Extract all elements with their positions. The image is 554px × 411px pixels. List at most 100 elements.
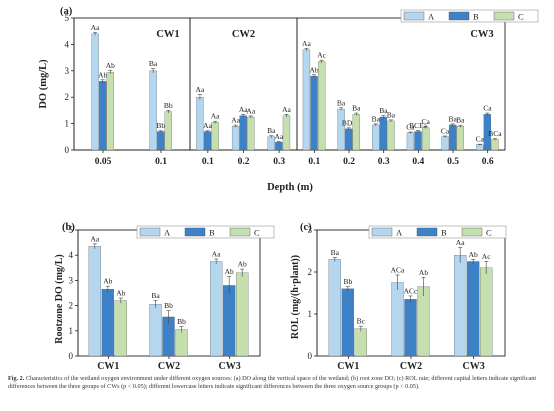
bar-a-CW3-C: [456, 126, 464, 151]
x-tick-label: 0.5: [447, 157, 459, 167]
bar-a-CW3-A: [406, 132, 415, 151]
bar-a-CW1-B: [157, 131, 165, 151]
group-title-CW3: CW3: [470, 29, 493, 40]
data-label-b-CW1-C: Ab: [116, 289, 125, 298]
y-tick-label: 1: [69, 326, 74, 336]
bar-a-CW3-C: [491, 139, 499, 151]
data-label-b-CW3-C: Ab: [238, 260, 247, 269]
data-label-a-CW2-B: Aa: [274, 132, 283, 141]
bar-a-CW3-C: [421, 127, 430, 151]
data-label-b-CW3-A: Aa: [212, 249, 221, 258]
x-tick-label: 0.1: [308, 157, 320, 167]
data-label-c-CW2-B: ACc: [404, 286, 418, 295]
data-label-c-CW3-C: Ac: [482, 252, 491, 261]
data-label-c-CW2-C: Ab: [419, 268, 428, 277]
group-title-CW2: CW2: [232, 29, 255, 40]
data-label-a-CW3-C: Ba: [352, 104, 361, 113]
bar-a-CW3-A: [441, 136, 449, 151]
bar-c-CW1-B: [341, 288, 354, 357]
data-label-c-CW3-A: Aa: [456, 238, 465, 247]
bar-a-CW2-A: [231, 126, 240, 151]
bar-a-CW2-B: [275, 141, 283, 151]
bar-a-CW1-C: [106, 71, 114, 151]
bar-a-CW2-C: [211, 122, 219, 151]
x-tick-label: CW1: [97, 361, 119, 372]
bar-b-CW2-A: [149, 304, 162, 357]
legend-swatch-A: [371, 227, 393, 237]
panel-label-a: (a): [60, 6, 73, 17]
bar-a-CW3-B: [449, 124, 457, 151]
y-axis-title-b: Rootzone DO (mg/L): [54, 254, 65, 343]
group-title-CW1: CW1: [156, 29, 179, 40]
y-tick-label: 5: [65, 13, 70, 23]
legend-swatch-A: [139, 227, 161, 237]
bar-b-CW3-C: [236, 272, 249, 357]
data-label-a-CW3-A: Ca: [406, 123, 415, 132]
x-tick-label: CW2: [400, 361, 422, 372]
x-tick-label: CW2: [158, 361, 180, 372]
data-label-c-CW1-C: Bc: [357, 317, 366, 326]
y-tick-label: 0: [308, 351, 313, 361]
bar-b-CW3-B: [223, 285, 236, 357]
x-tick-label: 0.3: [273, 157, 285, 167]
bar-c-CW2-C: [417, 286, 430, 357]
data-label-a-CW3-C: Ba: [456, 116, 465, 125]
bar-c-CW2-B: [404, 299, 417, 357]
data-label-a-CW3-B: Ab: [309, 65, 318, 74]
bar-a-CW3-A: [476, 144, 484, 151]
bar-a-CW1-C: [164, 111, 172, 151]
bar-c-CW3-C: [480, 267, 493, 357]
legend-swatch-B: [184, 227, 206, 237]
y-tick-label: 4: [69, 250, 74, 260]
data-label-a-CW3-A: Aa: [302, 39, 311, 48]
data-label-a-CW2-A: Ba: [267, 126, 276, 135]
legend-label-B: B: [473, 12, 479, 22]
data-label-a-CW3-C: BCa: [488, 129, 502, 138]
data-label-b-CW2-C: Bb: [177, 317, 186, 326]
data-label-a-CW2-C: Aa: [211, 112, 220, 121]
data-label-a-CW1-A: Aa: [91, 23, 100, 32]
data-label-a-CW3-B: BDa: [342, 118, 356, 127]
bar-a-CW3-A: [372, 124, 380, 151]
data-label-a-CW3-B: Ba: [379, 106, 388, 115]
y-tick-label: 3: [69, 275, 74, 285]
legend-label-B: B: [441, 228, 447, 238]
legend-swatch-C: [493, 11, 515, 21]
data-label-b-CW1-A: Aa: [90, 234, 99, 243]
data-label-a-CW2-B: Aa: [203, 121, 212, 130]
legend-label-A: A: [396, 228, 403, 238]
data-label-c-CW1-A: Ba: [331, 248, 340, 257]
data-label-a-CW3-C: Ac: [317, 51, 326, 60]
bar-a-CW1-B: [99, 81, 107, 151]
data-label-a-CW3-A: Ba: [372, 114, 381, 123]
y-tick-label: 5: [69, 225, 74, 235]
data-label-a-CW1-C: Bb: [164, 101, 173, 110]
bar-b-CW2-C: [175, 329, 188, 357]
legend-label-A: A: [164, 228, 171, 238]
y-tick-label: 4: [65, 39, 70, 49]
bar-c-CW3-B: [467, 261, 480, 357]
bar-b-CW1-A: [88, 246, 101, 357]
data-label-a-CW3-C: Ca: [421, 117, 430, 126]
data-label-a-CW2-A: Aa: [231, 116, 240, 125]
figure-caption: Fig. 2. Characteristics of the wetland o…: [8, 375, 548, 391]
bar-a-CW2-B: [203, 131, 212, 151]
data-label-a-CW3-B: Ba: [449, 114, 458, 123]
data-label-a-CW1-C: Ab: [106, 61, 115, 70]
data-label-a-CW3-B: Ca: [483, 104, 492, 113]
legend-label-B: B: [209, 228, 215, 238]
x-tick-label: 0.1: [202, 157, 214, 167]
data-label-b-CW1-B: Ab: [103, 277, 112, 286]
bar-a-CW3-B: [379, 116, 388, 151]
legend-label-C: C: [486, 228, 492, 238]
x-tick-label: CW3: [219, 361, 241, 372]
bar-c-CW2-A: [391, 282, 404, 357]
data-label-a-CW3-B: BCEa: [409, 121, 428, 130]
y-axis-title-c: ROL (mg/(h·plant)): [290, 255, 301, 339]
bar-a-CW2-C: [282, 115, 291, 151]
y-tick-label: 0: [65, 145, 70, 155]
data-label-a-CW1-B: Bb: [156, 121, 165, 130]
legend-swatch-C: [229, 227, 251, 237]
bar-a-CW1-A: [91, 33, 99, 151]
